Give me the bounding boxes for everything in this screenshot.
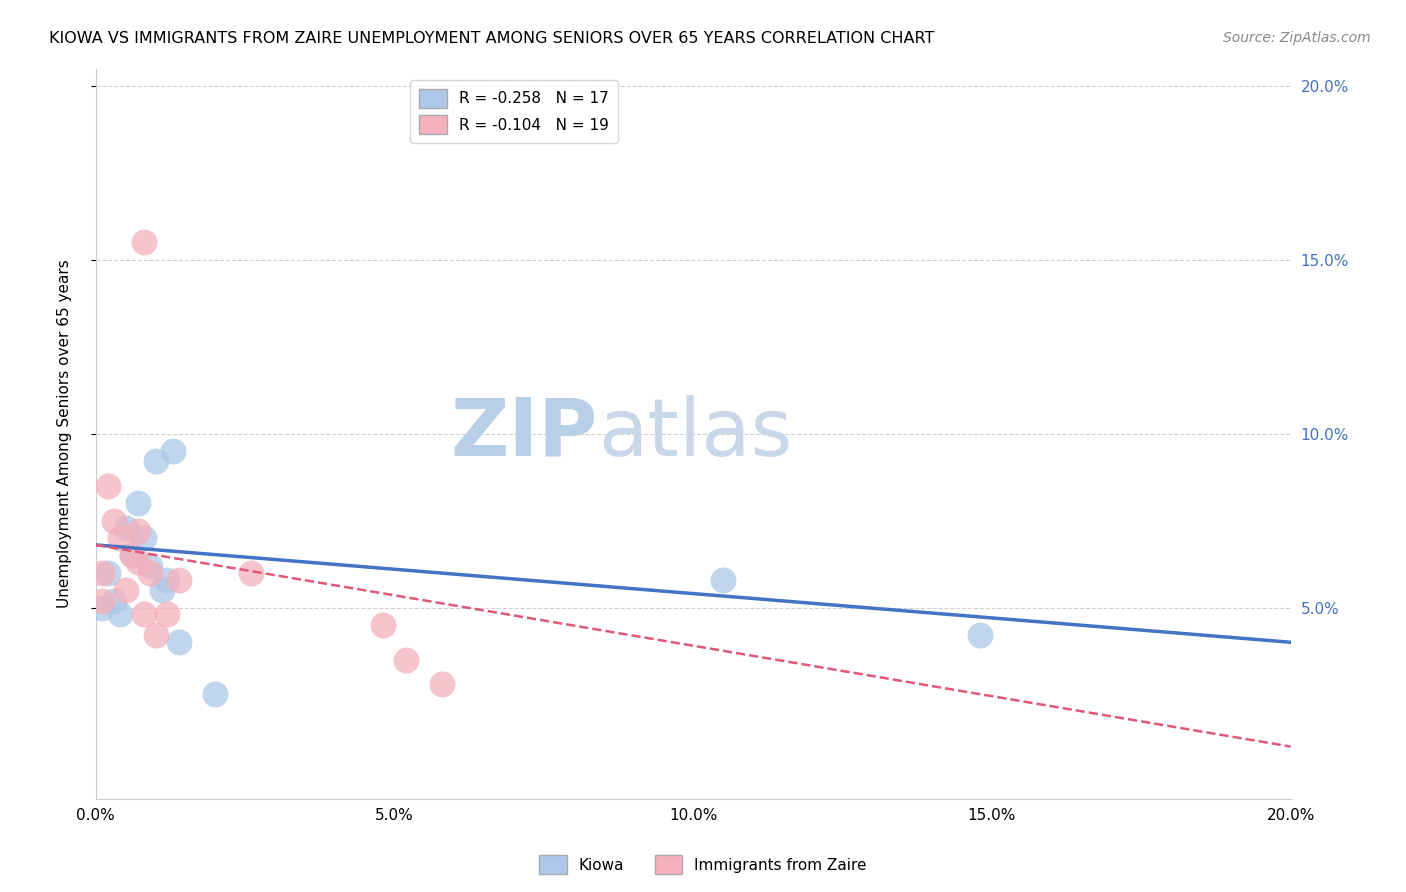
Text: ZIP: ZIP — [450, 394, 598, 473]
Point — [138, 566, 160, 580]
Point — [150, 583, 173, 598]
Point — [132, 235, 155, 250]
Point — [103, 593, 125, 607]
Point — [240, 566, 263, 580]
Point — [204, 688, 226, 702]
Point — [145, 628, 167, 642]
Point — [138, 558, 160, 573]
Point — [432, 677, 454, 691]
Text: atlas: atlas — [598, 394, 792, 473]
Point — [169, 573, 191, 587]
Point — [162, 444, 184, 458]
Text: KIOWA VS IMMIGRANTS FROM ZAIRE UNEMPLOYMENT AMONG SENIORS OVER 65 YEARS CORRELAT: KIOWA VS IMMIGRANTS FROM ZAIRE UNEMPLOYM… — [49, 31, 935, 46]
Point — [121, 549, 143, 563]
Point — [103, 514, 125, 528]
Y-axis label: Unemployment Among Seniors over 65 years: Unemployment Among Seniors over 65 years — [58, 260, 72, 608]
Point — [90, 600, 112, 615]
Point — [90, 566, 112, 580]
Point — [132, 607, 155, 622]
Point — [132, 531, 155, 545]
Point — [114, 520, 136, 534]
Text: Source: ZipAtlas.com: Source: ZipAtlas.com — [1223, 31, 1371, 45]
Point — [90, 593, 112, 607]
Point — [169, 635, 191, 649]
Point — [145, 454, 167, 468]
Point — [127, 524, 149, 538]
Point — [395, 653, 418, 667]
Point — [127, 496, 149, 510]
Legend: R = -0.258   N = 17, R = -0.104   N = 19: R = -0.258 N = 17, R = -0.104 N = 19 — [411, 79, 619, 143]
Point — [969, 628, 991, 642]
Point — [121, 549, 143, 563]
Point — [108, 607, 131, 622]
Point — [127, 555, 149, 569]
Legend: Kiowa, Immigrants from Zaire: Kiowa, Immigrants from Zaire — [533, 849, 873, 880]
Point — [156, 607, 179, 622]
Point — [156, 573, 179, 587]
Point — [97, 479, 120, 493]
Point — [371, 618, 394, 632]
Point — [114, 583, 136, 598]
Point — [711, 573, 734, 587]
Point — [97, 566, 120, 580]
Point — [108, 531, 131, 545]
